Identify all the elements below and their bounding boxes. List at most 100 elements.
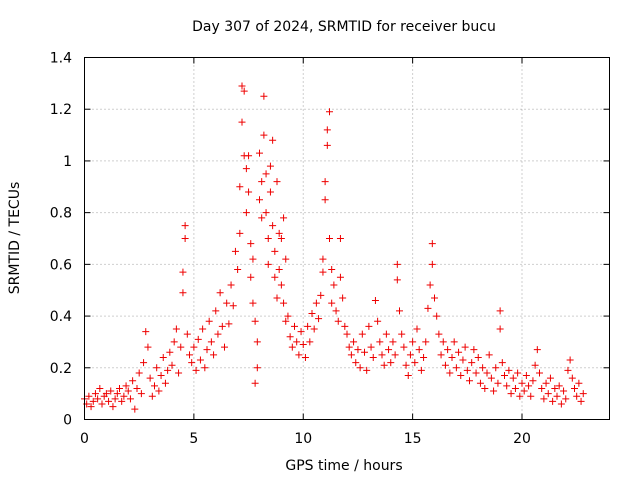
data-point-plus (356, 364, 364, 372)
data-point-plus (277, 281, 285, 289)
data-point-plus (229, 302, 237, 310)
data-point-plus (271, 247, 279, 255)
data-point-plus (291, 322, 298, 330)
data-point-plus (216, 289, 224, 297)
data-point-plus (273, 294, 281, 302)
data-point-plus (470, 346, 478, 354)
data-point-plus (385, 346, 393, 354)
data-point-plus (227, 281, 235, 289)
data-point-plus (415, 346, 423, 354)
data-point-plus (277, 235, 285, 242)
data-point-plus (435, 330, 443, 338)
data-point-plus (192, 366, 200, 374)
data-point-plus (214, 330, 222, 338)
data-point-plus (350, 338, 358, 346)
y-tick-label: 0 (63, 413, 72, 429)
data-point-plus (382, 330, 390, 338)
data-point-plus (411, 359, 419, 367)
data-point-plus (91, 390, 99, 398)
data-point-plus (441, 361, 449, 369)
data-point-plus (511, 384, 519, 392)
data-point-plus (301, 353, 309, 361)
data-point-plus (518, 379, 526, 387)
data-point-plus (308, 309, 316, 317)
data-point-plus (151, 382, 158, 390)
data-point-plus (89, 397, 97, 405)
data-point-plus (426, 281, 434, 289)
data-point-plus (568, 374, 576, 382)
data-point-plus (319, 255, 327, 263)
x-tick-label: 20 (513, 431, 531, 447)
data-point-plus (555, 382, 563, 390)
data-point-plus (140, 359, 148, 367)
data-point-plus (437, 351, 445, 359)
data-point-plus (533, 346, 541, 354)
data-point-plus (396, 307, 403, 315)
data-point-plus (164, 366, 172, 374)
data-point-plus (256, 149, 263, 157)
data-point-plus (264, 235, 272, 242)
data-point-plus (361, 348, 368, 356)
data-point-plus (295, 351, 303, 359)
data-point-plus (266, 162, 274, 170)
data-point-plus (258, 178, 266, 186)
y-tick-label: 1 (63, 154, 72, 170)
data-point-plus (400, 343, 408, 351)
data-point-plus (347, 351, 355, 359)
data-point-plus (98, 400, 106, 408)
data-point-plus (271, 273, 279, 281)
data-point-plus (280, 299, 288, 307)
data-point-plus (573, 392, 581, 400)
data-point-plus (503, 382, 511, 390)
data-point-plus (231, 247, 239, 255)
data-point-plus (142, 328, 150, 336)
data-point-plus (367, 343, 375, 351)
data-point-plus (448, 353, 456, 361)
data-point-plus (236, 183, 244, 191)
data-point-plus (266, 188, 274, 196)
data-point-plus (391, 351, 399, 359)
data-point-plus (120, 392, 128, 400)
data-point-plus (107, 387, 115, 395)
data-point-plus (102, 390, 110, 398)
data-point-plus (122, 382, 130, 390)
data-point-plus (111, 395, 119, 403)
data-point-plus (483, 369, 491, 377)
data-point-plus (332, 307, 340, 315)
data-point-plus (498, 359, 506, 367)
data-point-plus (393, 276, 401, 284)
data-point-plus (540, 395, 548, 403)
data-point-plus (166, 348, 174, 356)
chart-title: Day 307 of 2024, SRMTID for receiver buc… (192, 19, 496, 35)
data-point-plus (251, 379, 259, 387)
data-point-plus (177, 343, 185, 351)
data-points (81, 82, 587, 413)
data-point-plus (579, 390, 587, 398)
data-point-plus (398, 330, 406, 338)
data-point-plus (341, 322, 349, 330)
data-point-plus (487, 374, 495, 382)
data-point-plus (529, 377, 537, 385)
data-point-plus (389, 338, 397, 346)
data-point-plus (549, 397, 557, 405)
data-point-plus (520, 387, 528, 395)
data-point-plus (124, 387, 132, 395)
data-point-plus (256, 196, 263, 204)
data-point-plus (496, 307, 504, 315)
data-point-plus (321, 196, 329, 204)
data-point-plus (242, 165, 250, 173)
data-point-plus (404, 372, 412, 380)
data-point-plus (179, 268, 187, 276)
data-point-plus (260, 131, 268, 139)
x-tick-label: 10 (294, 431, 312, 447)
data-point-plus (155, 387, 163, 395)
data-point-plus (546, 374, 554, 382)
data-point-plus (551, 384, 559, 392)
data-point-plus (354, 346, 362, 354)
data-point-plus (444, 346, 452, 354)
data-point-plus (352, 359, 360, 367)
data-point-plus (196, 356, 204, 364)
data-point-plus (126, 395, 134, 403)
data-point-plus (472, 369, 480, 377)
